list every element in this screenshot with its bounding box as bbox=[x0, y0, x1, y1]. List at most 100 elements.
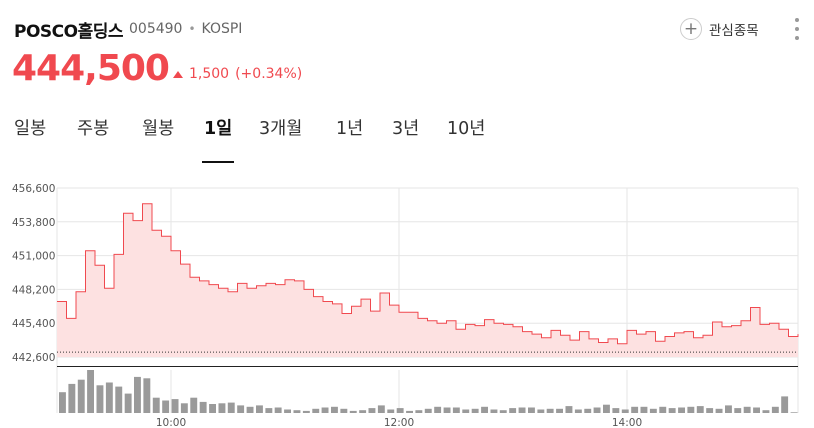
volume-bar bbox=[274, 407, 282, 413]
volume-bar bbox=[302, 410, 310, 413]
volume-bar bbox=[499, 410, 507, 413]
volume-bar bbox=[87, 370, 94, 413]
volume-bar bbox=[612, 408, 620, 413]
volume-bar bbox=[706, 408, 714, 413]
volume-bar bbox=[584, 408, 592, 413]
volume-bar bbox=[349, 410, 357, 413]
separator-dot: • bbox=[188, 22, 196, 36]
volume-bar bbox=[734, 408, 742, 413]
y-axis-ticks: 456,600 453,800 451,000 448,200 445,400 442,6… bbox=[12, 183, 55, 364]
volume-bar bbox=[387, 409, 395, 413]
volume-bar bbox=[105, 382, 113, 413]
y-tick-label: 448,200 bbox=[12, 284, 55, 296]
tab-monthly[interactable]: 월봉 bbox=[142, 119, 175, 139]
volume-bar bbox=[574, 409, 582, 413]
volume-bar bbox=[256, 405, 263, 413]
tab-3month[interactable]: 3개월 bbox=[259, 119, 303, 139]
volume-bar bbox=[237, 405, 245, 413]
volume-bar bbox=[68, 383, 76, 413]
volume-bar bbox=[359, 410, 367, 413]
volume-bar bbox=[312, 408, 320, 413]
volume-bar bbox=[490, 409, 498, 413]
volume-bar bbox=[565, 406, 573, 413]
market-name: KOSPI bbox=[201, 21, 243, 37]
volume-bars bbox=[59, 370, 798, 413]
volume-bar bbox=[377, 405, 385, 413]
volume-bar bbox=[593, 407, 601, 413]
y-tick-label: 451,000 bbox=[12, 251, 55, 263]
tab-daily[interactable]: 일봉 bbox=[14, 119, 47, 139]
volume-bar bbox=[753, 407, 760, 413]
volume-bar bbox=[649, 408, 657, 413]
y-tick-label: 453,800 bbox=[12, 217, 55, 229]
volume-bar bbox=[509, 408, 517, 413]
volume-bar bbox=[528, 407, 535, 413]
y-tick-label: 445,400 bbox=[12, 318, 55, 330]
volume-bar bbox=[218, 403, 226, 413]
volume-bar bbox=[124, 393, 132, 413]
volume-bar bbox=[246, 406, 254, 413]
volume-bar bbox=[790, 412, 798, 413]
volume-bar bbox=[603, 404, 610, 413]
volume-bar bbox=[715, 408, 723, 413]
more-options-icon[interactable] bbox=[792, 18, 802, 40]
price-line bbox=[57, 203, 799, 345]
change-percent: (+0.34%) bbox=[235, 66, 303, 82]
volume-bar bbox=[209, 404, 216, 413]
tab-1day[interactable]: 1일 bbox=[201, 115, 235, 163]
volume-bar bbox=[762, 410, 770, 413]
volume-bar bbox=[424, 408, 432, 413]
x-axis-ticks: 10:00 12:00 14:00 bbox=[156, 417, 642, 428]
volume-bar bbox=[481, 406, 488, 413]
volume-bar bbox=[546, 408, 554, 413]
volume-bar bbox=[471, 408, 479, 413]
y-tick-label: 456,600 bbox=[12, 183, 55, 195]
x-tick-label: 12:00 bbox=[384, 417, 414, 428]
volume-bar bbox=[452, 407, 460, 413]
volume-bar bbox=[152, 397, 160, 413]
volume-bar bbox=[59, 392, 66, 413]
y-tick-label: 442,600 bbox=[12, 352, 55, 364]
volume-bar bbox=[340, 408, 348, 413]
tab-10year[interactable]: 10년 bbox=[447, 119, 486, 139]
volume-bar bbox=[190, 397, 198, 413]
volume-bar bbox=[143, 378, 151, 413]
volume-bar bbox=[434, 406, 442, 413]
stock-code: 005490 bbox=[129, 21, 183, 37]
volume-bar bbox=[631, 406, 639, 413]
volume-bar bbox=[77, 379, 85, 413]
volume-bar bbox=[659, 406, 667, 413]
volume-bar bbox=[199, 401, 207, 413]
tab-1year[interactable]: 1년 bbox=[336, 119, 364, 139]
volume-bar bbox=[687, 406, 695, 413]
volume-bar bbox=[640, 406, 648, 413]
change-amount: 1,500 bbox=[189, 66, 230, 82]
volume-bar bbox=[668, 408, 676, 413]
stock-name: POSCO홀딩스 bbox=[14, 21, 124, 42]
volume-bar bbox=[265, 408, 273, 413]
volume-bar bbox=[162, 400, 170, 413]
volume-bar bbox=[171, 399, 179, 413]
volume-bar bbox=[537, 409, 545, 413]
volume-bar bbox=[396, 408, 404, 413]
volume-bar bbox=[134, 376, 141, 413]
volume-bar bbox=[462, 409, 470, 413]
volume-bar bbox=[743, 406, 751, 413]
volume-bar bbox=[415, 410, 423, 413]
price-change: 1,500 (+0.34%) bbox=[173, 66, 302, 82]
favorite-label: 관심종목 bbox=[709, 23, 759, 39]
add-favorite-button[interactable]: + 관심종목 bbox=[680, 16, 759, 42]
volume-bar bbox=[227, 402, 235, 413]
tab-3year[interactable]: 3년 bbox=[392, 119, 420, 139]
current-price: 444,500 bbox=[12, 48, 170, 89]
volume-bar bbox=[725, 405, 732, 413]
volume-bar bbox=[443, 407, 451, 413]
volume-bar bbox=[771, 406, 779, 413]
volume-bar bbox=[781, 396, 789, 413]
volume-bar bbox=[284, 409, 291, 413]
volume-bar bbox=[96, 385, 104, 413]
volume-bar bbox=[556, 408, 563, 413]
tab-weekly[interactable]: 주봉 bbox=[77, 119, 110, 139]
volume-bar bbox=[321, 407, 329, 413]
